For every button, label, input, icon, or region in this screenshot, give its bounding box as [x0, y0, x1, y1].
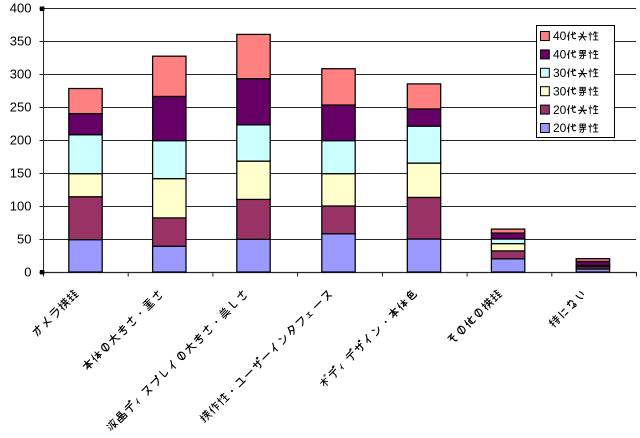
- svg-text:0: 0: [24, 265, 31, 280]
- svg-text:50: 50: [17, 232, 31, 247]
- svg-text:30: 30: [553, 84, 567, 98]
- svg-text:20: 20: [553, 121, 567, 135]
- svg-text:350: 350: [10, 34, 32, 49]
- svg-text:300: 300: [10, 67, 32, 82]
- svg-text:100: 100: [10, 199, 32, 214]
- svg-text:250: 250: [10, 100, 32, 115]
- svg-text:400: 400: [10, 1, 32, 16]
- svg-text:40: 40: [553, 48, 567, 62]
- svg-text:20: 20: [553, 103, 567, 117]
- svg-text:200: 200: [10, 133, 32, 148]
- svg-text:150: 150: [10, 166, 32, 181]
- svg-text:30: 30: [553, 66, 567, 80]
- svg-text:40: 40: [553, 29, 567, 43]
